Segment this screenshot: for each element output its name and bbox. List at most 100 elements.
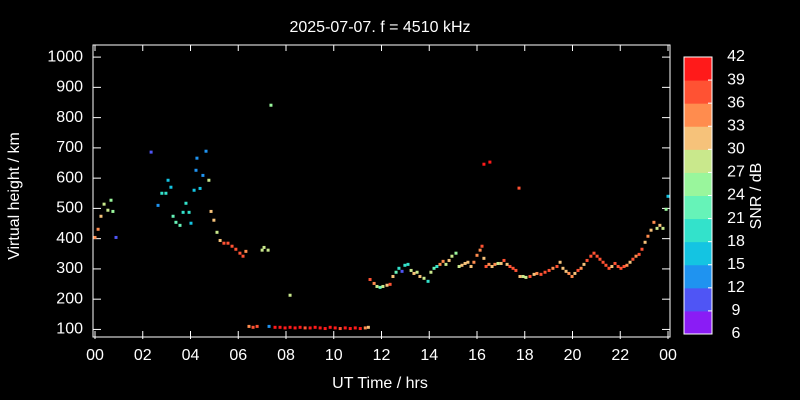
- data-point: [475, 253, 479, 257]
- data-point: [207, 178, 211, 182]
- data-point: [576, 268, 580, 272]
- data-point: [637, 252, 641, 256]
- colorbar-tick-label: 39: [727, 71, 745, 88]
- colorbar-tick-label: 15: [727, 256, 745, 273]
- data-point: [469, 264, 473, 268]
- data-point: [661, 226, 665, 230]
- chart-title: 2025-07-07. f = 4510 kHz: [289, 19, 470, 36]
- x-tick-label: 00: [659, 347, 677, 364]
- data-point: [601, 260, 605, 264]
- data-point: [184, 201, 188, 205]
- data-point: [460, 263, 464, 267]
- data-point: [514, 268, 518, 272]
- data-point: [262, 245, 266, 249]
- data-point: [260, 248, 264, 252]
- x-tick-label: 20: [564, 347, 582, 364]
- data-point: [631, 257, 635, 261]
- data-point: [106, 208, 110, 212]
- data-point: [561, 266, 565, 270]
- data-point: [288, 293, 292, 297]
- data-point: [570, 274, 574, 278]
- data-point: [308, 326, 312, 330]
- data-point: [622, 264, 626, 268]
- colorbar-tick-label: 21: [727, 210, 745, 227]
- y-tick-label: 900: [56, 79, 83, 96]
- data-point: [313, 325, 317, 329]
- data-point: [394, 270, 398, 274]
- data-point: [640, 247, 644, 251]
- colorbar-band: [684, 310, 712, 335]
- data-point: [247, 324, 251, 328]
- data-point: [466, 260, 470, 264]
- colorbar-tick-label: 12: [727, 279, 745, 296]
- data-point: [472, 260, 476, 264]
- x-tick-label: 12: [373, 347, 391, 364]
- data-point: [517, 186, 521, 190]
- data-point: [238, 251, 242, 255]
- data-point: [579, 266, 583, 270]
- data-point: [251, 325, 255, 329]
- data-point: [487, 262, 491, 266]
- y-tick-label: 800: [56, 109, 83, 126]
- data-point: [610, 264, 614, 268]
- data-point: [212, 218, 216, 222]
- data-point: [454, 251, 458, 255]
- data-point: [338, 327, 342, 331]
- data-point: [643, 240, 647, 244]
- data-point: [288, 325, 292, 329]
- data-point: [658, 223, 662, 227]
- data-point: [397, 266, 401, 270]
- data-point: [666, 194, 670, 198]
- data-point: [164, 191, 168, 195]
- data-point: [426, 279, 430, 283]
- y-tick-label: 600: [56, 169, 83, 186]
- data-point: [457, 264, 461, 268]
- data-point: [375, 284, 379, 288]
- data-point: [418, 274, 422, 278]
- data-point: [255, 324, 259, 328]
- data-point: [415, 270, 419, 274]
- colorbar-band: [684, 80, 712, 104]
- data-point: [222, 241, 226, 245]
- data-point: [502, 258, 506, 262]
- data-point: [102, 202, 106, 206]
- data-point: [298, 325, 302, 329]
- data-point: [438, 262, 442, 266]
- data-point: [181, 210, 185, 214]
- x-tick-label: 10: [325, 347, 343, 364]
- data-point: [269, 103, 273, 107]
- data-point: [547, 268, 551, 272]
- data-point: [323, 327, 327, 331]
- colorbar-band: [684, 103, 712, 127]
- data-point: [585, 258, 589, 262]
- colorbar-band: [684, 172, 712, 196]
- data-point: [195, 156, 199, 160]
- data-point: [204, 149, 208, 153]
- data-point: [381, 284, 385, 288]
- colorbar-band: [684, 126, 712, 150]
- data-point: [511, 266, 515, 270]
- data-point: [391, 274, 395, 278]
- data-point: [493, 262, 497, 266]
- data-point: [625, 263, 629, 267]
- colorbar-tick-label: 36: [727, 94, 745, 111]
- data-point: [388, 282, 392, 286]
- data-point: [573, 271, 577, 275]
- data-point: [649, 228, 653, 232]
- colorbar-band: [684, 57, 712, 81]
- data-point: [589, 254, 593, 258]
- colorbar-band: [684, 241, 712, 266]
- data-point: [230, 244, 234, 248]
- data-point: [490, 264, 494, 268]
- colorbar-band: [684, 264, 712, 289]
- data-point: [535, 271, 539, 275]
- data-point: [482, 256, 486, 260]
- y-axis-label: Virtual height / km: [6, 132, 23, 260]
- data-point: [447, 258, 451, 262]
- data-point: [409, 268, 413, 272]
- data-point: [218, 238, 222, 242]
- data-point: [99, 214, 103, 218]
- y-tick-label: 300: [56, 260, 83, 277]
- data-point: [358, 327, 362, 331]
- data-point: [267, 324, 271, 328]
